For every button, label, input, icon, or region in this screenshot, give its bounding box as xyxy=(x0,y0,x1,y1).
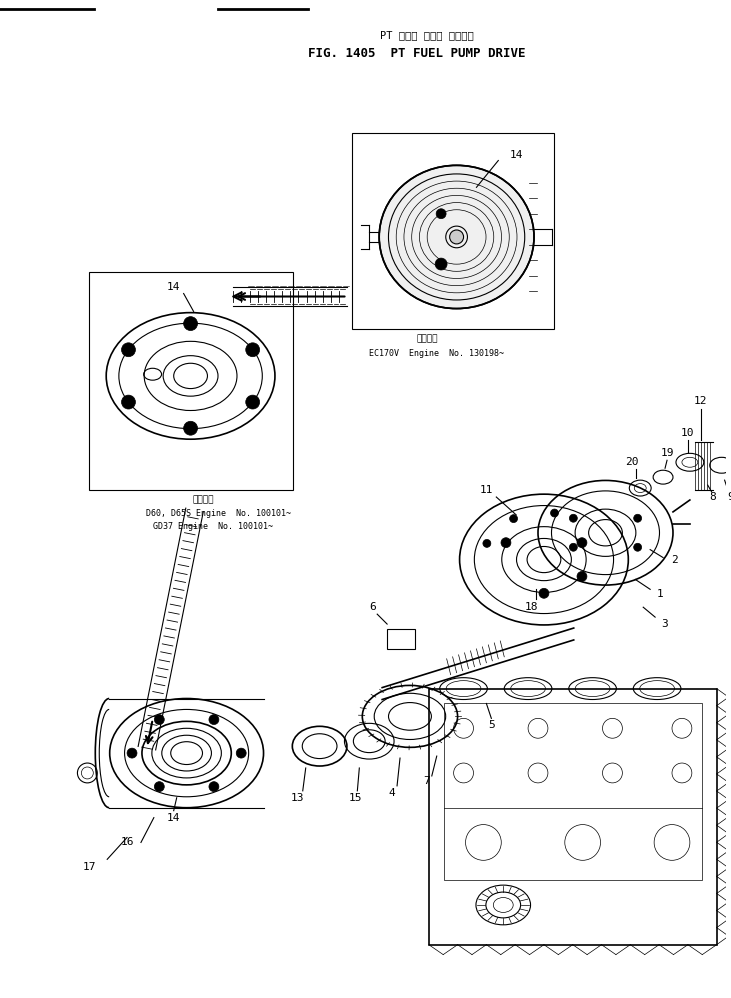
Circle shape xyxy=(183,316,197,330)
Text: 8: 8 xyxy=(709,492,716,502)
Circle shape xyxy=(539,589,549,598)
Circle shape xyxy=(121,342,135,356)
Circle shape xyxy=(634,543,642,551)
Text: 10: 10 xyxy=(681,428,694,438)
Text: 6: 6 xyxy=(369,602,376,612)
Text: 14: 14 xyxy=(167,281,181,291)
Text: 適用番号: 適用番号 xyxy=(193,495,214,505)
Text: 17: 17 xyxy=(83,862,96,872)
Bar xyxy=(429,689,716,945)
Circle shape xyxy=(569,543,577,551)
Circle shape xyxy=(501,538,511,548)
Ellipse shape xyxy=(450,230,463,244)
Text: 7: 7 xyxy=(423,775,431,785)
Circle shape xyxy=(246,395,260,409)
Circle shape xyxy=(577,538,587,548)
Text: 2: 2 xyxy=(672,555,678,565)
Text: 1: 1 xyxy=(656,589,664,599)
Text: 5: 5 xyxy=(488,721,495,731)
Circle shape xyxy=(154,781,164,791)
Text: 9: 9 xyxy=(727,492,731,502)
Circle shape xyxy=(550,509,558,517)
Text: 3: 3 xyxy=(662,619,668,629)
Text: 19: 19 xyxy=(660,448,674,458)
Text: 13: 13 xyxy=(291,792,305,802)
Text: D60, D65S Engine  No. 100101~: D60, D65S Engine No. 100101~ xyxy=(146,509,291,518)
Bar xyxy=(444,704,702,880)
Circle shape xyxy=(127,748,137,758)
Text: EC170V  Engine  No. 130198~: EC170V Engine No. 130198~ xyxy=(369,348,504,357)
Circle shape xyxy=(183,421,197,435)
Circle shape xyxy=(510,515,518,523)
Ellipse shape xyxy=(379,166,534,308)
Bar xyxy=(352,133,554,329)
Circle shape xyxy=(209,715,219,725)
Circle shape xyxy=(121,395,135,409)
Circle shape xyxy=(246,342,260,356)
Circle shape xyxy=(236,748,246,758)
Text: 4: 4 xyxy=(389,787,395,797)
Circle shape xyxy=(436,209,446,219)
Circle shape xyxy=(435,258,447,270)
Text: 適用番号: 適用番号 xyxy=(416,334,438,343)
Text: GD37 Engine  No. 100101~: GD37 Engine No. 100101~ xyxy=(154,522,273,531)
Circle shape xyxy=(209,781,219,791)
Text: 20: 20 xyxy=(626,457,639,467)
Text: 11: 11 xyxy=(480,485,493,495)
Bar xyxy=(387,629,415,649)
Text: 16: 16 xyxy=(121,837,134,847)
Text: 18: 18 xyxy=(524,602,538,612)
Text: 15: 15 xyxy=(349,792,362,802)
Circle shape xyxy=(154,715,164,725)
Bar xyxy=(89,271,293,490)
Circle shape xyxy=(577,572,587,582)
Text: 14: 14 xyxy=(510,150,523,160)
Circle shape xyxy=(483,540,491,547)
Text: FIG. 1405  PT FUEL PUMP DRIVE: FIG. 1405 PT FUEL PUMP DRIVE xyxy=(308,47,526,60)
Text: 12: 12 xyxy=(694,396,708,406)
Text: 14: 14 xyxy=(167,812,181,822)
Text: PT フェル ポンプ ドライブ: PT フェル ポンプ ドライブ xyxy=(380,31,474,41)
Circle shape xyxy=(569,514,577,522)
Circle shape xyxy=(634,514,642,522)
